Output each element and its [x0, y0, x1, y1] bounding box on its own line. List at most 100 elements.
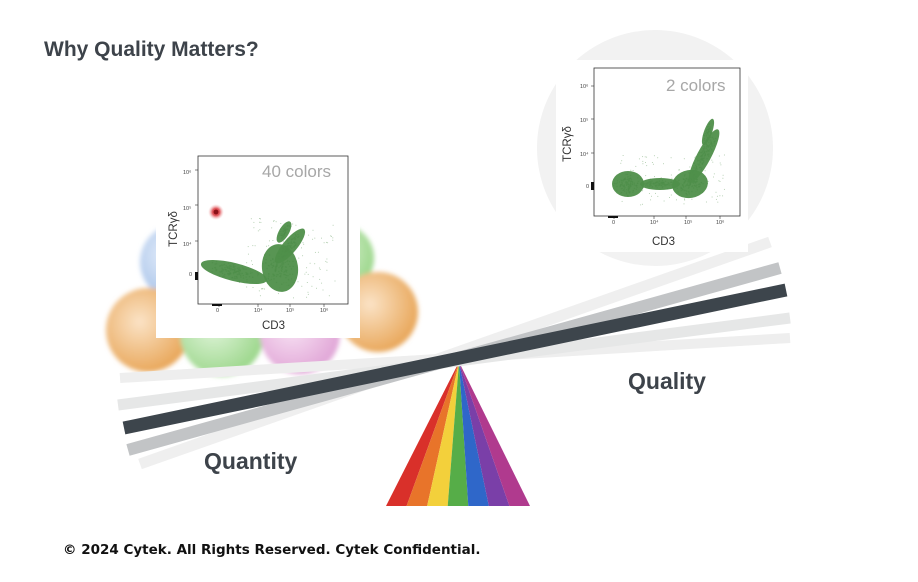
slide-title: Why Quality Matters? — [44, 38, 259, 61]
x-tick: 0 — [612, 220, 616, 226]
beam-dark — [122, 283, 788, 435]
footer-copyright: © 2024 Cytek. All Rights Reserved. Cytek… — [63, 542, 481, 558]
event-dot — [646, 165, 648, 167]
plot-40-colors: 40 colors CD3 TCRγδ 10⁶ 10⁵ 10⁴ 0 0 10⁴ … — [156, 148, 360, 338]
event-dot — [642, 203, 643, 205]
event-dot — [655, 192, 656, 194]
rainbow-prism — [386, 362, 530, 506]
event-dot — [246, 262, 248, 264]
event-dot — [657, 195, 659, 197]
x-tick: 0 — [216, 308, 220, 314]
event-dot — [264, 288, 265, 290]
event-dot — [722, 174, 724, 176]
event-dot — [701, 172, 703, 174]
y-tick: 10⁶ — [580, 84, 589, 90]
population-cluster — [276, 221, 292, 243]
event-dot — [644, 156, 646, 158]
event-dot — [634, 184, 636, 186]
event-dot — [302, 255, 304, 257]
event-dot — [293, 297, 294, 299]
event-dot — [719, 195, 721, 197]
y-tick: 10⁴ — [580, 152, 589, 158]
event-dot — [275, 221, 277, 223]
event-dot — [259, 295, 261, 297]
event-dot — [301, 285, 303, 287]
x-tick: 10⁵ — [286, 308, 295, 314]
event-dot — [285, 245, 287, 247]
event-dot — [671, 177, 673, 179]
event-dot — [715, 191, 717, 193]
event-dot — [681, 187, 683, 189]
prism-band — [386, 362, 459, 506]
event-dot — [268, 245, 270, 247]
prism-band — [427, 362, 459, 506]
event-dot — [707, 181, 709, 182]
event-dot — [702, 164, 703, 166]
event-dot — [705, 201, 707, 203]
event-dot — [272, 240, 274, 241]
event-dot — [259, 218, 260, 219]
x-tick: 10⁶ — [716, 220, 725, 226]
event-dot — [623, 195, 625, 197]
event-dot — [639, 186, 641, 188]
event-dot — [332, 239, 334, 241]
event-dot — [704, 170, 706, 172]
event-dot — [308, 234, 310, 236]
event-dot — [670, 194, 672, 196]
event-dot — [281, 232, 283, 234]
event-dot — [307, 273, 309, 275]
event-dot — [281, 270, 283, 272]
quantity-label: Quantity — [204, 448, 298, 474]
event-dot — [680, 182, 682, 184]
event-dot — [271, 227, 273, 229]
event-dot — [652, 163, 654, 165]
event-dot — [262, 288, 264, 290]
population-cluster — [640, 178, 680, 190]
highlight-event-core — [213, 209, 219, 215]
event-dot — [247, 246, 249, 248]
event-dot — [306, 282, 308, 283]
event-dot — [283, 282, 285, 284]
event-dot — [247, 253, 249, 255]
event-dot — [253, 221, 255, 223]
event-dot — [711, 159, 713, 161]
y-tick: 10⁶ — [183, 170, 192, 176]
event-dot — [683, 158, 685, 160]
event-dot — [322, 289, 324, 291]
y-tick: 0 — [189, 272, 193, 278]
event-dot — [653, 155, 655, 157]
event-dot — [722, 195, 724, 197]
y-tick: 10⁵ — [183, 206, 192, 212]
event-dot — [640, 204, 642, 206]
event-dot — [684, 199, 686, 201]
event-dot — [630, 169, 632, 171]
prism-band — [447, 362, 469, 506]
event-dot — [303, 243, 305, 245]
event-dot — [252, 245, 254, 247]
event-dot — [258, 273, 260, 275]
event-dot — [628, 176, 630, 178]
event-dot — [307, 293, 309, 295]
event-dot — [312, 229, 314, 231]
event-dot — [287, 222, 289, 224]
event-dot — [255, 282, 257, 284]
event-dot — [699, 164, 701, 166]
event-dot — [259, 229, 261, 231]
event-dot — [702, 159, 704, 161]
event-dot — [621, 200, 623, 202]
event-dot — [314, 251, 316, 253]
event-dot — [314, 237, 316, 239]
event-dot — [683, 171, 685, 173]
event-dot — [297, 281, 299, 283]
event-dot — [638, 180, 640, 182]
event-dot — [251, 260, 253, 262]
event-dot — [312, 238, 314, 240]
event-dot — [260, 218, 261, 220]
event-dot — [314, 263, 316, 265]
event-dot — [655, 181, 657, 183]
x-axis-label: CD3 — [652, 236, 676, 248]
population-cluster — [701, 118, 715, 146]
event-dot — [696, 174, 698, 176]
event-dot — [258, 290, 260, 292]
